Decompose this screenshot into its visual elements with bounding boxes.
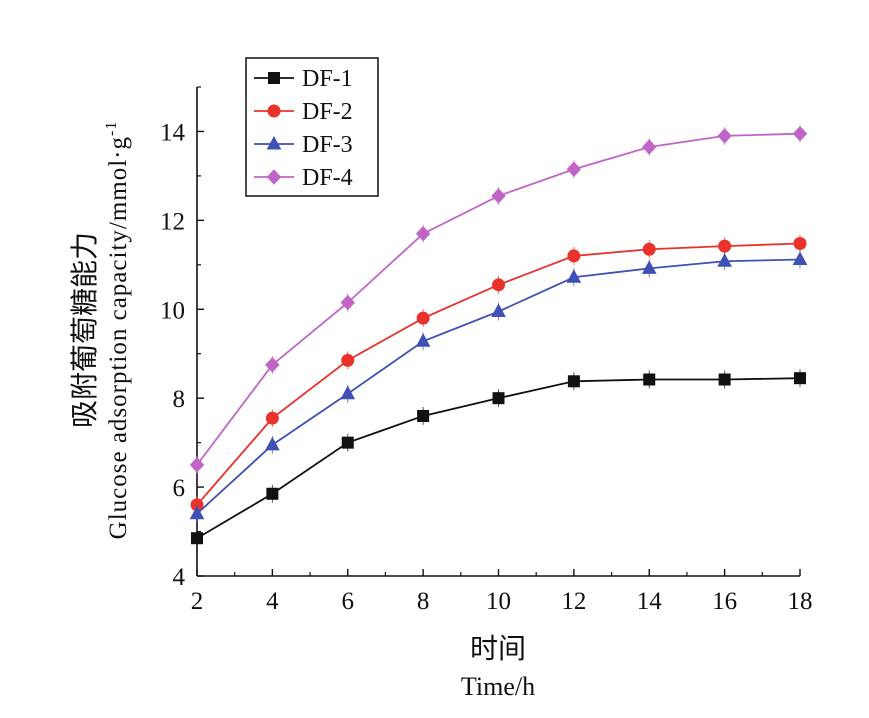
- x-axis-label-cn: 时间: [470, 633, 526, 665]
- y-tick-label: 14: [160, 119, 186, 146]
- data-point: [341, 436, 354, 449]
- y-axis-label-en-group: Glucose adsorption capacity/mmol·g-1: [103, 121, 132, 540]
- data-point: [340, 385, 356, 400]
- data-point: [718, 373, 731, 386]
- y-axis-label-group: 吸附葡萄糖能力: [69, 232, 101, 428]
- data-point: [642, 139, 657, 155]
- series-df-2: [190, 234, 807, 514]
- legend-marker: [266, 135, 282, 150]
- x-tick-label: 4: [266, 588, 279, 615]
- y-axis-label-sup: -1: [103, 121, 120, 136]
- data-point: [265, 436, 280, 451]
- legend-item-df-1: DF-1: [254, 66, 353, 92]
- y-axis-label: Glucose adsorption capacity/mmol·g-1: [103, 121, 132, 540]
- data-point: [566, 161, 582, 177]
- legend-label: DF-3: [302, 132, 353, 158]
- y-tick-label: 12: [160, 208, 185, 235]
- data-point: [189, 505, 205, 520]
- data-point: [415, 225, 431, 242]
- y-axis-label-main: Glucose adsorption capacity/mmol·g: [105, 136, 132, 539]
- data-point: [718, 239, 732, 253]
- x-tick-label: 10: [486, 588, 511, 615]
- x-ticks: 2 4 6 8 10 12 14 16 18: [191, 569, 813, 615]
- legend-label: DF-4: [302, 165, 353, 191]
- data-point: [793, 236, 807, 250]
- y-tick-label: 4: [173, 564, 186, 591]
- y-tick-label: 6: [173, 475, 186, 502]
- series-df-4: [189, 124, 808, 474]
- data-point: [341, 353, 355, 367]
- data-point: [415, 333, 431, 347]
- x-tick-label: 18: [788, 588, 813, 615]
- series-layer: [189, 124, 808, 548]
- data-point: [340, 294, 355, 311]
- x-axis-label: Time/h: [461, 672, 535, 701]
- data-point: [794, 372, 806, 385]
- data-point: [717, 128, 732, 144]
- legend-marker: [266, 169, 282, 185]
- data-point: [567, 249, 581, 263]
- data-point: [417, 409, 430, 422]
- data-point: [643, 373, 656, 386]
- x-tick-label: 12: [561, 588, 586, 615]
- legend-item-df-2: DF-2: [254, 99, 353, 125]
- series-line: [196, 258, 801, 515]
- x-tick-label: 2: [191, 588, 204, 615]
- data-point: [266, 487, 279, 500]
- legend-marker: [268, 72, 280, 84]
- x-tick-label: 14: [637, 588, 663, 615]
- legend-item-df-4: DF-4: [254, 165, 353, 191]
- data-point: [416, 311, 430, 325]
- data-point: [491, 303, 506, 317]
- y-ticks: 4 6 8 10 12 14: [160, 86, 204, 591]
- data-point: [642, 242, 656, 256]
- data-point: [567, 375, 580, 388]
- data-point: [566, 269, 582, 283]
- y-tick-label: 10: [160, 297, 185, 324]
- x-tick-label: 16: [712, 588, 737, 615]
- y-tick-label: 8: [173, 386, 186, 413]
- data-point: [265, 357, 280, 373]
- data-point: [792, 251, 808, 265]
- legend-item-df-3: DF-3: [254, 132, 353, 158]
- legend-label: DF-2: [302, 99, 353, 125]
- data-point: [641, 260, 657, 274]
- series-df-3: [189, 250, 808, 523]
- y-axis-label-cn: 吸附葡萄糖能力: [69, 232, 101, 428]
- data-point: [265, 411, 279, 425]
- data-point: [191, 532, 203, 545]
- legend-marker: [267, 104, 281, 118]
- data-point: [492, 392, 505, 405]
- data-point: [492, 278, 505, 292]
- legend: DF-1 DF-2 DF-3 DF-4: [245, 57, 379, 197]
- data-point: [717, 253, 732, 267]
- data-point: [491, 188, 506, 204]
- legend-label: DF-1: [302, 66, 353, 92]
- x-tick-label: 6: [342, 588, 355, 615]
- data-point: [792, 125, 808, 142]
- x-tick-label: 8: [417, 588, 430, 615]
- data-point: [189, 457, 205, 473]
- series-df-1: [191, 369, 806, 548]
